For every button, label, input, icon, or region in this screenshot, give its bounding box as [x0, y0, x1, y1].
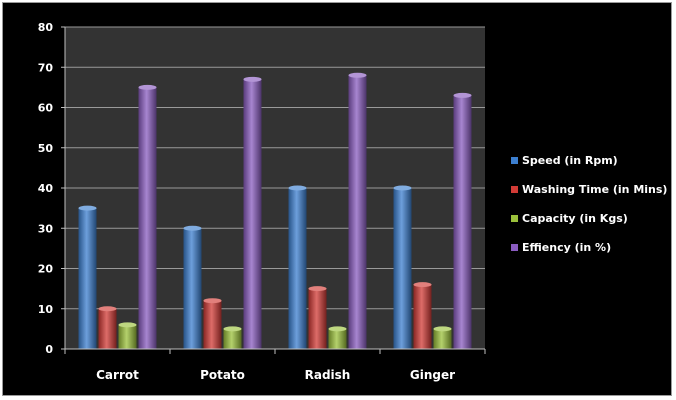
bar-ginger-series-1: [393, 188, 412, 349]
bar-top-cap: [308, 286, 327, 292]
y-tick-label: 0: [45, 343, 53, 356]
bar-radish-series-3: [328, 328, 347, 349]
legend-swatch: [511, 186, 518, 193]
bar-top-cap: [433, 326, 452, 332]
bar-radish-series-1: [288, 188, 307, 349]
x-tick-label: Carrot: [96, 368, 139, 382]
bar-carrot-series-3: [118, 324, 137, 349]
x-tick-label: Ginger: [410, 368, 455, 382]
bar-ginger-series-3: [433, 328, 452, 349]
bar-top-cap: [413, 282, 432, 288]
bar-top-cap: [328, 326, 347, 332]
bar-top-cap: [118, 322, 137, 328]
legend-swatch: [511, 215, 518, 222]
y-tick-label: 50: [38, 142, 54, 155]
bar-top-cap: [203, 298, 222, 304]
bar-radish-series-4: [348, 75, 367, 350]
legend-label: Capacity (in Kgs): [522, 212, 628, 225]
y-tick-label: 80: [38, 21, 54, 34]
bar-top-cap: [348, 72, 367, 78]
bar-potato-series-2: [203, 300, 222, 349]
y-tick-label: 60: [38, 102, 54, 115]
y-tick-label: 40: [38, 182, 54, 195]
y-tick-label: 30: [38, 222, 54, 235]
bar-ginger-series-2: [413, 284, 432, 349]
x-tick-label: Radish: [305, 368, 351, 382]
legend-label: Washing Time (in Mins): [522, 183, 667, 196]
bar-chart: 0 10 20 30 40 50 60 70 80 Carrot Potato Radish Ging…: [38, 21, 668, 382]
bar-ginger-series-4: [453, 95, 472, 349]
bar-potato-series-4: [243, 79, 262, 349]
y-tick-label: 20: [38, 263, 54, 276]
bar-top-cap: [183, 225, 202, 231]
legend-label: Speed (in Rpm): [522, 154, 618, 167]
bar-top-cap: [78, 205, 97, 211]
chart-frame: 0 10 20 30 40 50 60 70 80 Carrot Potato Radish Ging…: [2, 2, 672, 396]
y-tick-label: 70: [38, 61, 54, 74]
bar-radish-series-2: [308, 288, 327, 349]
bar-carrot-series-4: [138, 87, 157, 349]
bar-top-cap: [243, 76, 262, 82]
bar-potato-series-3: [223, 328, 242, 349]
bar-top-cap: [288, 185, 307, 191]
bar-top-cap: [138, 84, 157, 90]
legend-swatch: [511, 244, 518, 251]
bar-top-cap: [393, 185, 412, 191]
legend-label: Effiency (in %): [522, 241, 611, 254]
legend-swatch: [511, 157, 518, 164]
bar-potato-series-1: [183, 228, 202, 349]
bar-carrot-series-1: [78, 208, 97, 349]
bar-carrot-series-2: [98, 308, 117, 349]
legend: Speed (in Rpm) Washing Time (in Mins) Capa…: [511, 154, 667, 254]
bar-top-cap: [223, 326, 242, 332]
y-tick-label: 10: [38, 303, 54, 316]
x-tick-label: Potato: [200, 368, 245, 382]
bar-top-cap: [453, 92, 472, 98]
bar-top-cap: [98, 306, 117, 312]
